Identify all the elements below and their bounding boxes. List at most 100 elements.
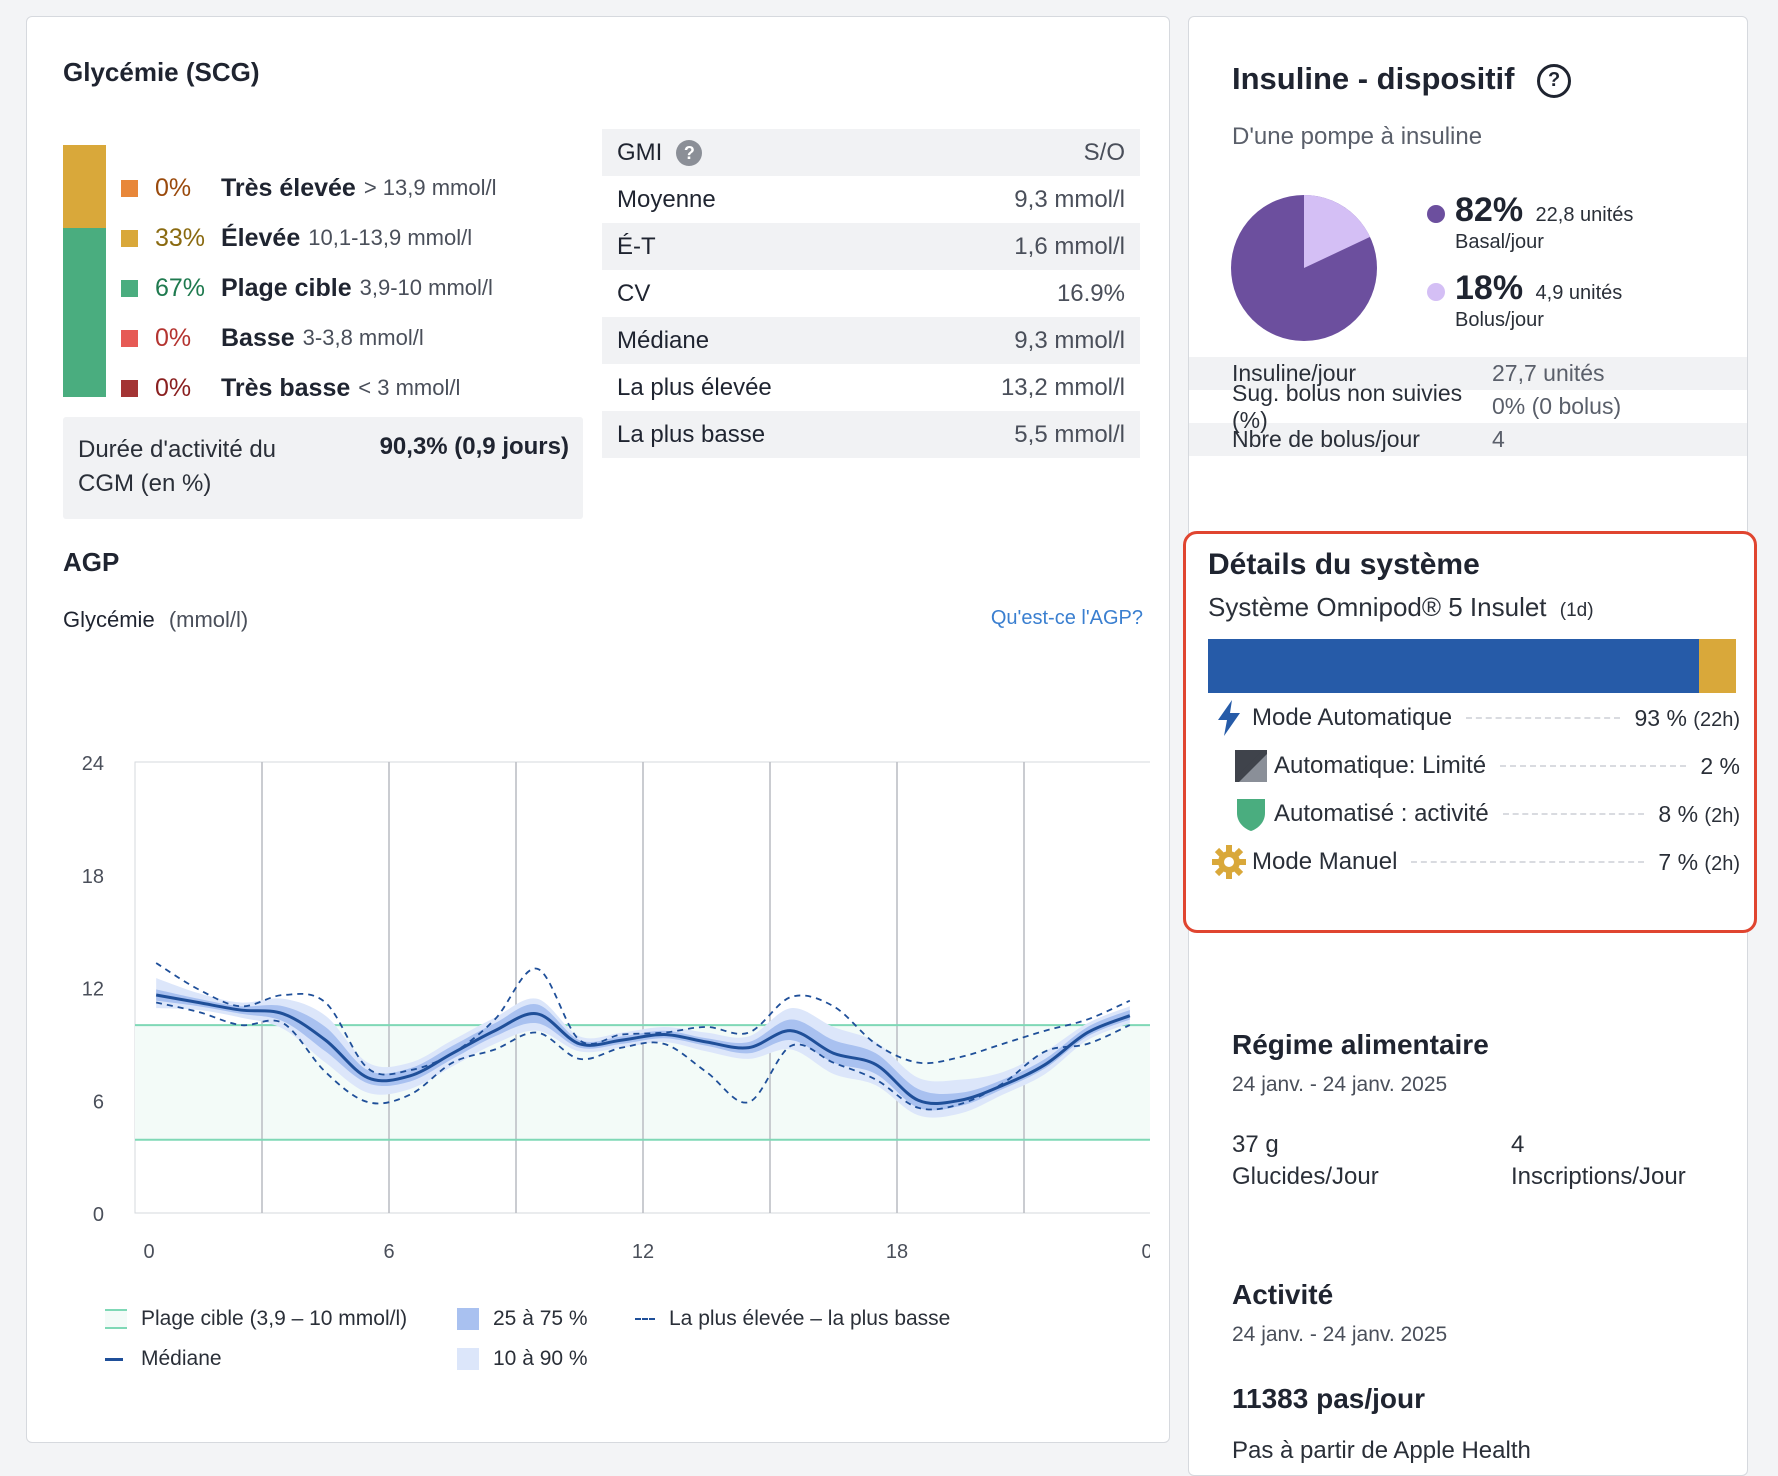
insulin-row-label: Nbre de bolus/jour bbox=[1232, 426, 1420, 452]
tir-range: > 13,9 mmol/l bbox=[363, 175, 497, 200]
basal-pct: 82% bbox=[1455, 191, 1524, 229]
legend-median-swatch bbox=[105, 1357, 123, 1361]
mode-dots bbox=[1411, 861, 1645, 863]
insulin-title: Insuline - dispositif ? bbox=[1232, 61, 1572, 98]
tir-name: Très basse bbox=[221, 373, 351, 402]
legend-median-label: Médiane bbox=[141, 1347, 222, 1370]
tir-pct: 33% bbox=[155, 223, 206, 252]
system-device-name: Système Omnipod® 5 Insulet bbox=[1208, 592, 1547, 622]
mode-value-pct: 2 % bbox=[1700, 752, 1740, 779]
tir-swatch bbox=[121, 379, 138, 397]
time-in-range-bar bbox=[63, 145, 106, 397]
activity-date: 24 janv. - 24 janv. 2025 bbox=[1232, 1323, 1448, 1346]
mode-value-extra: (22h) bbox=[1693, 708, 1740, 731]
insulin-title-text: Insuline - dispositif bbox=[1232, 61, 1515, 96]
stat-label-text: CV bbox=[617, 279, 651, 307]
pie-slice-bolus bbox=[1304, 195, 1371, 268]
legend-median: Médiane bbox=[105, 1347, 222, 1371]
legend-iqr-swatch bbox=[457, 1308, 479, 1330]
diet-title: Régime alimentaire bbox=[1232, 1029, 1489, 1060]
agp-x-tick: 18 bbox=[886, 1241, 908, 1260]
mode-value-extra: (2h) bbox=[1704, 804, 1740, 827]
agp-y-tick: 18 bbox=[82, 866, 104, 888]
agp-ylabel-main: Glycémie bbox=[63, 607, 155, 632]
legend-p10-90-swatch bbox=[457, 1348, 479, 1370]
what-is-agp-link[interactable]: Qu'est-ce l'AGP? bbox=[990, 607, 1143, 629]
mode-dots bbox=[1466, 717, 1621, 719]
tir-row-very-low: 0% Très basse < 3 mmol/l bbox=[121, 371, 460, 405]
bolus-dot bbox=[1427, 283, 1445, 301]
steps-value: 11383 pas/jour bbox=[1232, 1383, 1426, 1414]
help-icon[interactable]: ? bbox=[676, 140, 703, 167]
mode-value: 7 % (2h) bbox=[1658, 849, 1740, 876]
legend-target-label: Plage cible (3,9 – 10 mmol/l) bbox=[141, 1307, 408, 1330]
mode-name: Mode Manuel bbox=[1252, 848, 1398, 875]
carbs-value: 37 g bbox=[1232, 1131, 1279, 1158]
mode-dots bbox=[1500, 765, 1687, 767]
stat-label: Moyenne bbox=[617, 186, 716, 214]
stat-row: É-T 1,6 mmol/l bbox=[602, 223, 1140, 270]
stat-label: La plus basse bbox=[617, 421, 765, 449]
help-icon[interactable]: ? bbox=[1537, 63, 1572, 98]
tir-range: < 3 mmol/l bbox=[358, 375, 461, 400]
mode-value: 2 % bbox=[1700, 753, 1740, 780]
legend-target: Plage cible (3,9 – 10 mmol/l) bbox=[105, 1307, 407, 1331]
legend-target-swatch bbox=[105, 1309, 127, 1329]
bolus-pct: 18% bbox=[1455, 269, 1524, 307]
system-device-days: (1d) bbox=[1559, 600, 1594, 621]
tir-pct: 67% bbox=[155, 273, 206, 302]
carbs-label: Glucides/Jour bbox=[1232, 1163, 1379, 1190]
shield-icon bbox=[1232, 797, 1270, 831]
stat-label-text: Médiane bbox=[617, 326, 710, 354]
tir-name: Élevée bbox=[221, 223, 301, 252]
agp-line-highest bbox=[155, 962, 1131, 1076]
legend-p10-90: 10 à 90 % bbox=[457, 1347, 588, 1371]
agp-y-tick: 6 bbox=[93, 1091, 104, 1113]
tir-swatch bbox=[121, 229, 138, 247]
entries-value: 4 bbox=[1511, 1131, 1525, 1158]
stat-row: La plus élevée 13,2 mmol/l bbox=[602, 364, 1140, 411]
agp-x-tick: 12 bbox=[632, 1241, 654, 1260]
limited-icon bbox=[1232, 750, 1270, 782]
tir-row-low: 0% Basse 3-3,8 mmol/l bbox=[121, 321, 424, 355]
stat-row: La plus basse 5,5 mmol/l bbox=[602, 411, 1140, 458]
agp-ylabel-unit: (mmol/l) bbox=[168, 607, 249, 632]
tir-bar-target bbox=[63, 228, 106, 397]
stat-value: 9,3 mmol/l bbox=[1014, 326, 1125, 354]
mode-value-pct: 7 % bbox=[1658, 848, 1699, 875]
stat-label-text: La plus élevée bbox=[617, 373, 772, 401]
insulin-table-row: Insuline/jour 27,7 unités bbox=[1189, 357, 1747, 390]
mode-bar-auto bbox=[1208, 639, 1700, 693]
agp-line-median bbox=[155, 993, 1131, 1106]
legend-minmax-label: La plus élevée – la plus basse bbox=[669, 1307, 951, 1330]
cgm-active-box: Durée d'activité du CGM (en %) 90,3% (0,… bbox=[63, 417, 583, 519]
activity-title: Activité bbox=[1232, 1279, 1334, 1310]
insulin-row-label: Insuline/jour bbox=[1232, 360, 1357, 386]
legend-minmax-swatch bbox=[635, 1318, 655, 1320]
mode-bar-manual bbox=[1699, 639, 1736, 693]
stat-label: É-T bbox=[617, 233, 656, 261]
mode-value-pct: 93 % bbox=[1634, 704, 1687, 731]
basal-dot bbox=[1427, 205, 1445, 223]
tir-pct: 0% bbox=[155, 373, 192, 402]
legend-p10-90-label: 10 à 90 % bbox=[493, 1347, 588, 1370]
stat-row: CV 16.9% bbox=[602, 270, 1140, 317]
tir-name: Très élevée bbox=[221, 173, 356, 202]
tir-name: Basse bbox=[221, 323, 295, 352]
diet-date: 24 janv. - 24 janv. 2025 bbox=[1232, 1073, 1448, 1096]
tir-row-target: 67% Plage cible 3,9-10 mmol/l bbox=[121, 271, 493, 305]
mode-row: Automatisé : activité 8 % (2h) bbox=[1186, 794, 1754, 834]
stat-value: 5,5 mmol/l bbox=[1014, 420, 1125, 448]
mode-value-extra: (2h) bbox=[1704, 852, 1740, 875]
stat-value: S/O bbox=[1083, 138, 1125, 166]
mode-name: Mode Automatique bbox=[1252, 704, 1453, 731]
tir-row-very-high: 0% Très élevée > 13,9 mmol/l bbox=[121, 171, 497, 205]
basal-units: 22,8 unités bbox=[1535, 204, 1634, 226]
insulin-row-value: 4 bbox=[1492, 426, 1505, 452]
lightning-icon bbox=[1210, 700, 1248, 736]
entries-label: Inscriptions/Jour bbox=[1511, 1163, 1686, 1190]
insulin-row-label: Sug. bolus non suivies (%) bbox=[1232, 379, 1463, 433]
bolus-units: 4,9 unités bbox=[1535, 282, 1623, 304]
mode-row: Mode Automatique 93 % (22h) bbox=[1186, 698, 1754, 738]
stat-row: Médiane 9,3 mmol/l bbox=[602, 317, 1140, 364]
